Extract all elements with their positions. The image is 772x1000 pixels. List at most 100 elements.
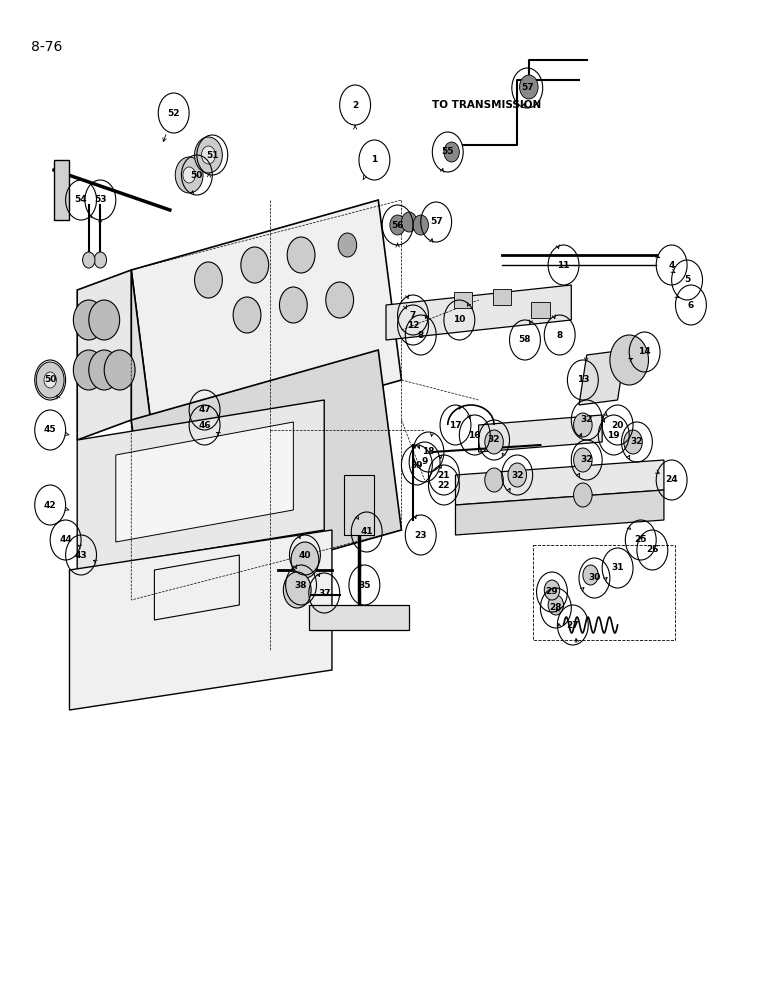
Text: 35: 35 xyxy=(358,580,371,589)
Circle shape xyxy=(574,413,592,437)
Circle shape xyxy=(195,262,222,298)
Text: 41: 41 xyxy=(361,528,373,536)
Text: 32: 32 xyxy=(581,456,593,464)
Text: 21: 21 xyxy=(438,471,450,480)
Text: 20: 20 xyxy=(611,420,624,430)
Circle shape xyxy=(390,215,405,235)
Text: 18: 18 xyxy=(422,448,435,456)
Circle shape xyxy=(44,372,56,388)
Text: 16: 16 xyxy=(469,430,481,440)
Circle shape xyxy=(83,252,95,268)
Text: 57: 57 xyxy=(430,218,442,227)
Text: 39: 39 xyxy=(411,460,423,470)
Text: 32: 32 xyxy=(631,438,643,446)
Text: 23: 23 xyxy=(415,530,427,540)
Text: 5: 5 xyxy=(684,275,690,284)
Polygon shape xyxy=(77,270,131,440)
Text: 51: 51 xyxy=(206,150,218,159)
Text: 8: 8 xyxy=(557,330,563,340)
Circle shape xyxy=(94,252,107,268)
Circle shape xyxy=(195,137,222,173)
Circle shape xyxy=(241,247,269,283)
Text: 31: 31 xyxy=(611,564,624,572)
Circle shape xyxy=(73,300,104,340)
Circle shape xyxy=(485,468,503,492)
Circle shape xyxy=(485,430,503,454)
Text: 54: 54 xyxy=(75,196,87,205)
Text: 8-76: 8-76 xyxy=(31,40,63,54)
Text: 13: 13 xyxy=(577,375,589,384)
Text: 19: 19 xyxy=(608,430,620,440)
Polygon shape xyxy=(131,350,401,600)
Circle shape xyxy=(36,362,64,398)
Text: 43: 43 xyxy=(75,550,87,560)
Text: 9: 9 xyxy=(422,458,428,466)
Text: 2: 2 xyxy=(352,101,358,109)
Text: 28: 28 xyxy=(550,603,562,612)
Polygon shape xyxy=(455,460,664,505)
Polygon shape xyxy=(77,400,324,570)
Text: 7: 7 xyxy=(410,310,416,320)
Circle shape xyxy=(183,167,195,183)
Circle shape xyxy=(520,75,538,99)
Circle shape xyxy=(287,237,315,273)
Circle shape xyxy=(444,142,459,162)
Polygon shape xyxy=(69,530,332,710)
Circle shape xyxy=(574,483,592,507)
Text: 57: 57 xyxy=(521,84,533,93)
Text: 45: 45 xyxy=(44,426,56,434)
Text: 1: 1 xyxy=(371,155,378,164)
Text: 58: 58 xyxy=(519,336,531,344)
Polygon shape xyxy=(479,415,602,452)
Text: 8: 8 xyxy=(418,330,424,340)
Circle shape xyxy=(610,335,648,385)
Circle shape xyxy=(89,300,120,340)
Circle shape xyxy=(73,350,104,390)
Circle shape xyxy=(413,215,428,235)
Text: 27: 27 xyxy=(567,620,579,630)
Circle shape xyxy=(291,542,319,578)
Polygon shape xyxy=(131,270,154,600)
Circle shape xyxy=(89,350,120,390)
Polygon shape xyxy=(386,285,571,340)
Circle shape xyxy=(401,212,417,232)
Text: 44: 44 xyxy=(59,536,72,544)
Text: 47: 47 xyxy=(198,406,211,414)
Text: 30: 30 xyxy=(588,574,601,582)
Circle shape xyxy=(338,233,357,257)
Text: 50: 50 xyxy=(44,375,56,384)
Text: 52: 52 xyxy=(168,108,180,117)
Bar xyxy=(493,289,511,305)
Text: 50: 50 xyxy=(191,170,203,180)
Text: 24: 24 xyxy=(665,476,678,485)
Polygon shape xyxy=(455,490,664,535)
Text: 32: 32 xyxy=(488,436,500,444)
Text: 53: 53 xyxy=(94,196,107,205)
Text: 32: 32 xyxy=(581,416,593,424)
Bar xyxy=(454,292,472,308)
Polygon shape xyxy=(309,605,409,630)
Text: 11: 11 xyxy=(557,260,570,269)
Circle shape xyxy=(283,572,311,608)
Text: 46: 46 xyxy=(198,420,211,430)
Circle shape xyxy=(104,350,135,390)
Text: 22: 22 xyxy=(438,481,450,489)
Bar xyxy=(344,475,374,535)
Polygon shape xyxy=(116,422,293,542)
Text: 38: 38 xyxy=(295,580,307,589)
Text: 42: 42 xyxy=(44,500,56,510)
Circle shape xyxy=(233,297,261,333)
Polygon shape xyxy=(579,350,625,405)
Circle shape xyxy=(508,463,527,487)
Text: 37: 37 xyxy=(318,588,330,597)
Circle shape xyxy=(583,565,598,585)
Circle shape xyxy=(624,430,642,454)
Text: 55: 55 xyxy=(442,147,454,156)
Text: TO TRANSMISSION: TO TRANSMISSION xyxy=(432,100,542,110)
Text: 29: 29 xyxy=(546,587,558,596)
Text: 12: 12 xyxy=(407,320,419,330)
Text: 14: 14 xyxy=(638,348,651,357)
Text: 4: 4 xyxy=(669,260,675,269)
Polygon shape xyxy=(131,200,401,450)
Text: 26: 26 xyxy=(646,546,659,554)
